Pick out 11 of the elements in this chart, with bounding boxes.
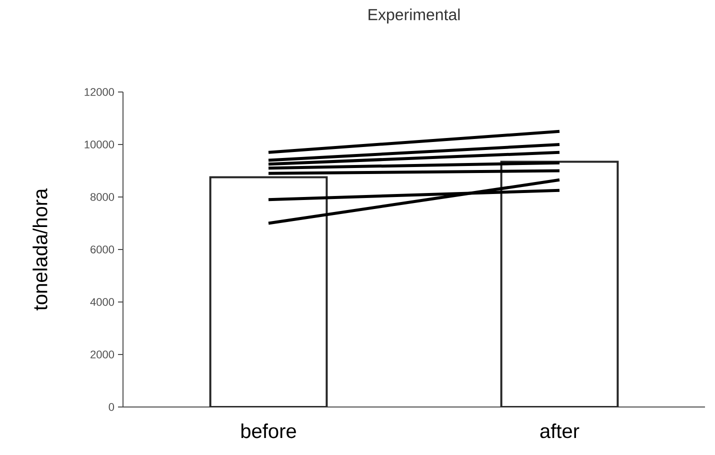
- y-tick-label: 10000: [84, 140, 114, 148]
- y-tick-label: 0: [108, 403, 114, 411]
- y-tick-label: 6000: [90, 246, 114, 254]
- x-tick-label: after: [540, 424, 580, 438]
- y-tick-label: 12000: [84, 88, 114, 96]
- x-tick-label: before: [241, 423, 296, 438]
- y-tick-label: 4000: [90, 298, 114, 306]
- y-tick-label: 2000: [90, 350, 114, 358]
- y-axis-title: tonelada/hora: [32, 188, 48, 310]
- y-tick-label: 8000: [90, 193, 114, 201]
- chart-title: Experimental: [368, 8, 460, 24]
